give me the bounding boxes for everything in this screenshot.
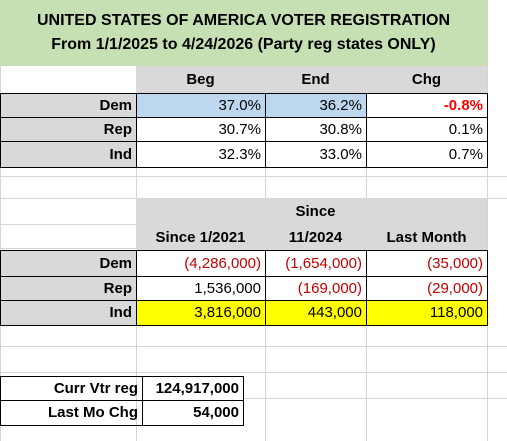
table1-header-chg: Chg bbox=[366, 66, 487, 93]
table2-header-since-top: Since bbox=[295, 202, 336, 220]
table1-rep-beg: 30.7% bbox=[218, 120, 261, 138]
table2-dem-since-2021: (4,286,000) bbox=[184, 254, 261, 272]
table2-rep-since-112024: (169,000) bbox=[297, 279, 362, 297]
table1-ind-end: 33.0% bbox=[319, 145, 362, 163]
table1-label-rep: Rep bbox=[0, 117, 136, 141]
table1-ind-beg: 32.3% bbox=[218, 145, 261, 163]
summary-curr-label: Curr Vtr reg bbox=[53, 379, 138, 397]
table2-ind-since-2021: 3,816,000 bbox=[137, 300, 265, 325]
table1-label-dem: Dem bbox=[0, 93, 136, 117]
table2-dem-last-month: (35,000) bbox=[427, 254, 483, 272]
table2-rep-since-2021: 1,536,000 bbox=[194, 279, 261, 297]
table2-header-since-2021: Since 1/2021 bbox=[155, 228, 246, 246]
table1-rep-end: 30.8% bbox=[319, 120, 362, 138]
table1-header-beg: Beg bbox=[136, 66, 265, 93]
table2-ind-last-month: 118,000 bbox=[367, 300, 487, 325]
table2-header-bg bbox=[136, 198, 487, 250]
table2-ind-since-112024: 443,000 bbox=[266, 300, 366, 325]
table2-label-dem: Dem bbox=[0, 250, 136, 276]
title-block: UNITED STATES OF AMERICA VOTER REGISTRAT… bbox=[0, 0, 487, 66]
table1-ind-chg: 0.7% bbox=[448, 145, 483, 163]
table2-header-since-112024: 11/2024 bbox=[288, 228, 343, 246]
table2-rep-last-month: (29,000) bbox=[427, 279, 483, 297]
table1-label-ind: Ind bbox=[0, 141, 136, 167]
summary-chg-value: 54,000 bbox=[193, 404, 239, 421]
table1-rep-chg: 0.1% bbox=[448, 120, 483, 138]
table2-header-last-month: Last Month bbox=[386, 228, 467, 246]
table1-dem-chg: -0.8% bbox=[443, 96, 483, 114]
table1-header-end: End bbox=[265, 66, 366, 93]
table2-label-ind: Ind bbox=[0, 300, 136, 325]
summary-curr-value: 124,917,000 bbox=[155, 379, 239, 397]
table2-label-rep: Rep bbox=[0, 276, 136, 300]
table1-dem-end: 36.2% bbox=[266, 93, 366, 117]
title-line-2: From 1/1/2025 to 4/24/2026 (Party reg st… bbox=[51, 36, 436, 53]
summary-chg-label: Last Mo Chg bbox=[48, 404, 138, 421]
title-line-1: UNITED STATES OF AMERICA VOTER REGISTRAT… bbox=[36, 12, 451, 29]
table1-dem-beg: 37.0% bbox=[137, 93, 265, 117]
table2-dem-since-112024: (1,654,000) bbox=[285, 254, 362, 272]
